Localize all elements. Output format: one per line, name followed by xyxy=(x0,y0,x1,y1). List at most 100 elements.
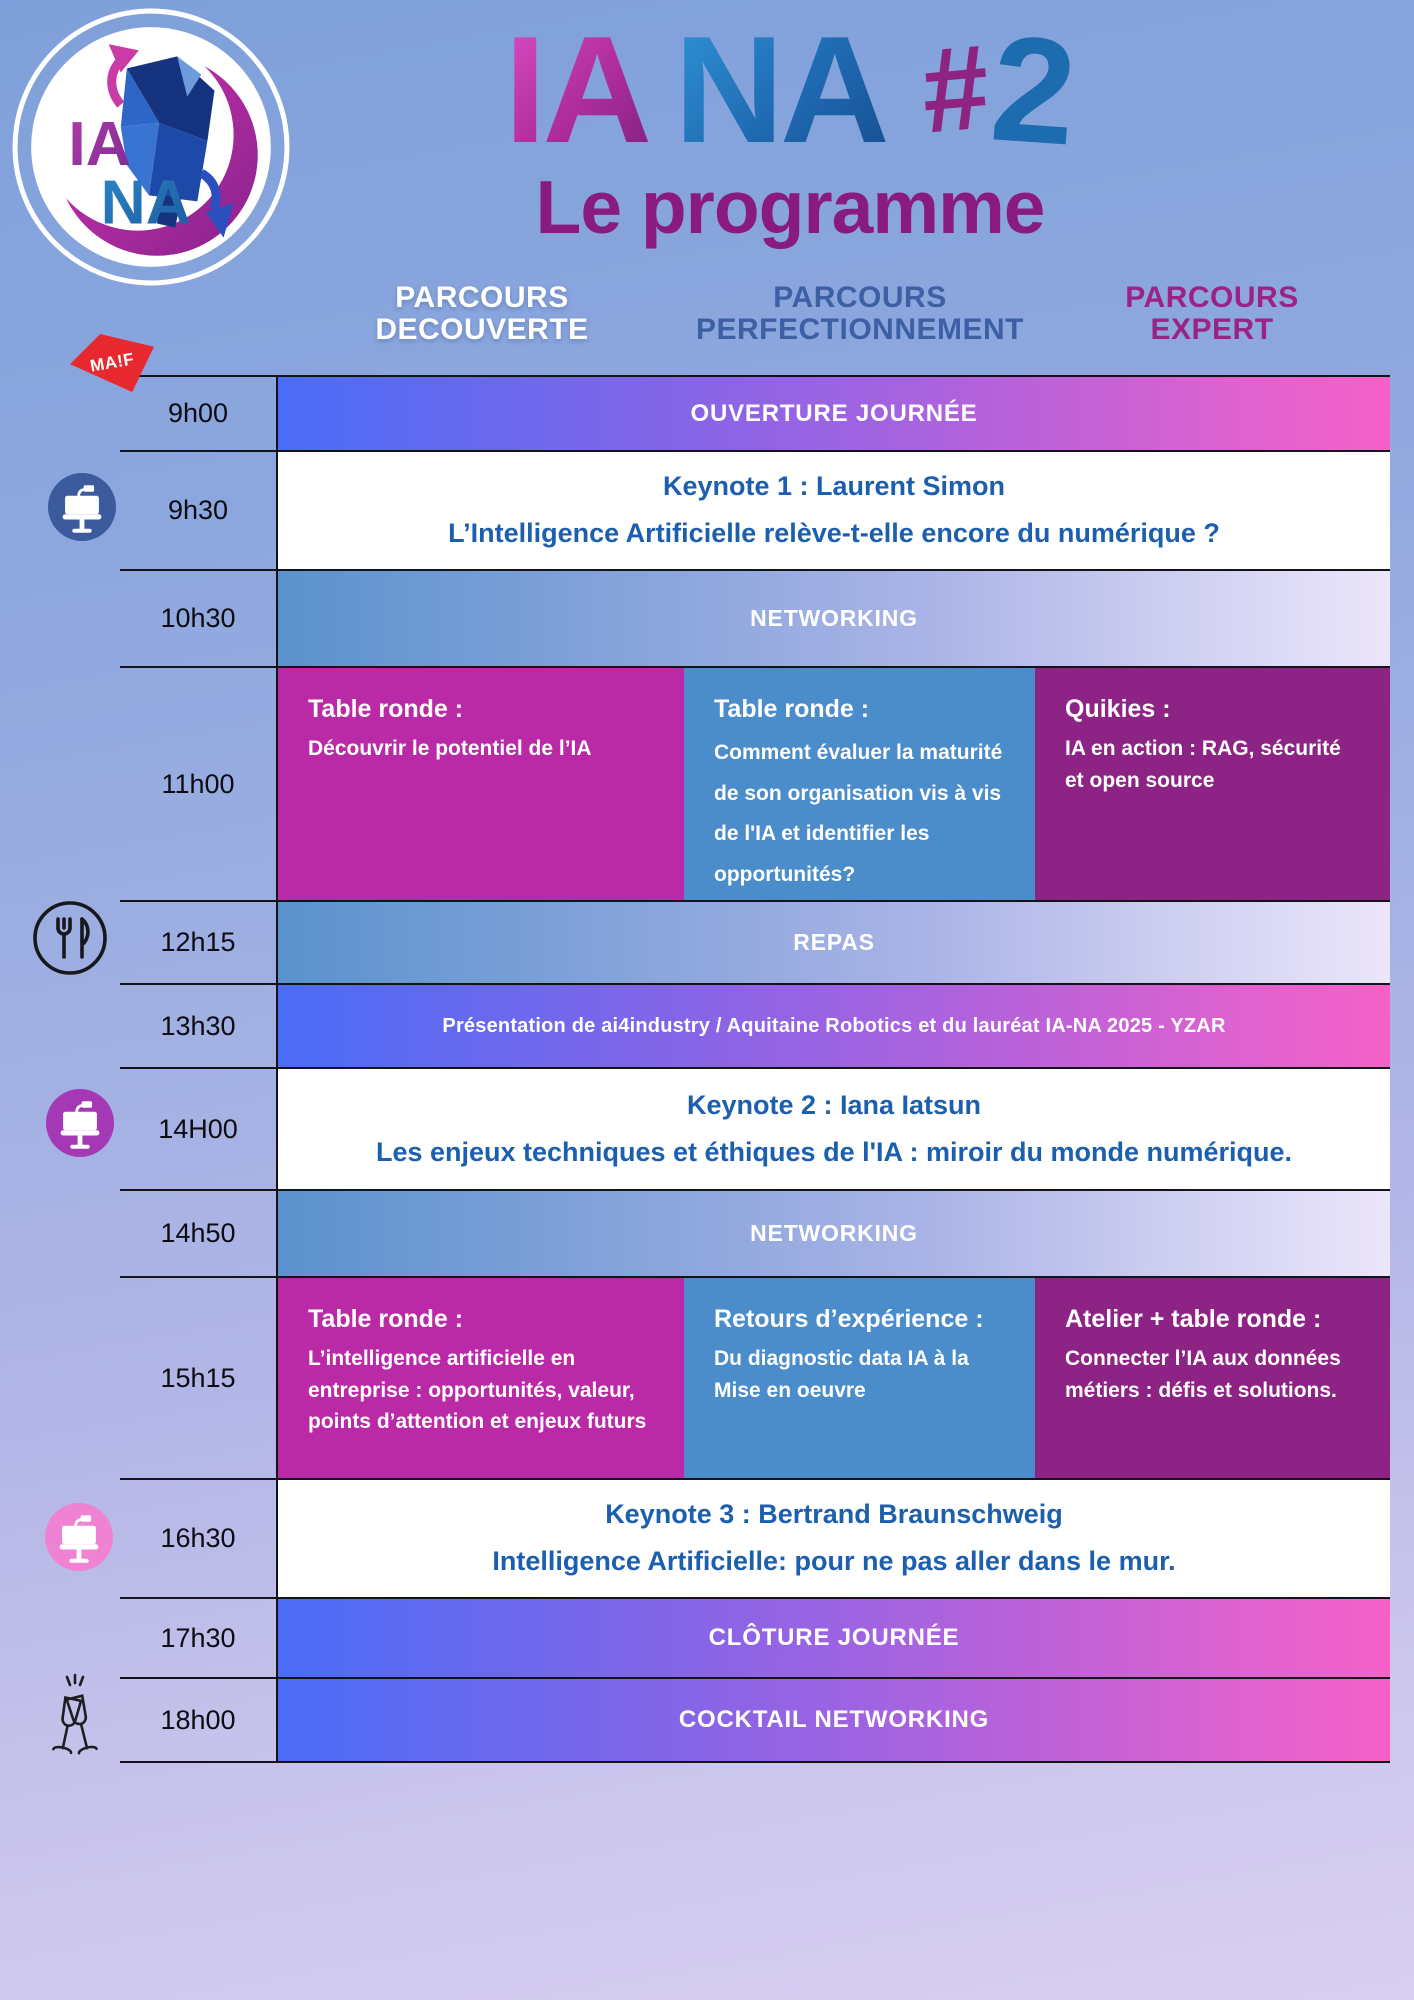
cell-body: Découvrir le potentiel de l’IA xyxy=(308,737,592,760)
presentation-icon xyxy=(62,485,102,533)
time-label: 14H00 xyxy=(120,1069,278,1189)
track-header-perfectionnement: PARCOURS PERFECTIONNEMENT xyxy=(650,281,1070,347)
schedule-row-11h00: 11h00 Table ronde : Découvrir le potenti… xyxy=(120,666,1390,900)
track-header-line1: PARCOURS xyxy=(773,281,947,314)
keynote1-icon xyxy=(48,473,116,541)
keynote-subtitle: L’Intelligence Artificielle relève-t-ell… xyxy=(448,518,1220,548)
track-cell-perfectionnement: Table ronde : Comment évaluer la maturit… xyxy=(684,668,1035,900)
event-keynote: Keynote 1 : Laurent Simon L’Intelligence… xyxy=(278,452,1390,569)
cell-body: IA en action : RAG, sécurité et open sou… xyxy=(1065,737,1341,792)
logo-ia-text: IA xyxy=(68,109,130,179)
cell-body: L’intelligence artificielle en entrepris… xyxy=(308,1347,647,1433)
maif-label: MA!F xyxy=(88,349,136,376)
event-banner: Présentation de ai4industry / Aquitaine … xyxy=(278,985,1390,1067)
cell-heading: Table ronde : xyxy=(308,1305,464,1333)
track-cell-decouverte: Table ronde : Découvrir le potentiel de … xyxy=(278,668,684,900)
schedule-row-18h00: 18h00 COCKTAIL NETWORKING xyxy=(120,1677,1390,1763)
schedule-row-9h30: 9h30 Keynote 1 : Laurent Simon L’Intelli… xyxy=(120,450,1390,569)
keynote2-icon xyxy=(46,1089,114,1157)
event-banner: NETWORKING xyxy=(278,571,1390,666)
iana-logo: IA NA xyxy=(8,4,294,290)
time-label: 9h30 xyxy=(120,452,278,569)
track-header-line2: PERFECTIONNEMENT xyxy=(695,313,1024,347)
subtitle: Le programme xyxy=(535,165,1046,249)
track-cell-perfectionnement: Retours d’expérience : Du diagnostic dat… xyxy=(684,1278,1035,1478)
event-keynote: Keynote 3 : Bertrand Braunschweig Intell… xyxy=(278,1480,1390,1597)
cell-heading: Retours d’expérience : xyxy=(714,1305,984,1333)
event-banner: CLÔTURE JOURNÉE xyxy=(278,1599,1390,1677)
track-header-line1: PARCOURS xyxy=(1125,281,1299,314)
keynote3-icon xyxy=(45,1503,113,1571)
keynote-title: Keynote 3 : Bertrand Braunschweig xyxy=(605,1499,1063,1530)
event-title: CLÔTURE JOURNÉE xyxy=(708,1624,960,1651)
event-banner: OUVERTURE JOURNÉE xyxy=(278,377,1390,450)
lion-graphic xyxy=(107,44,234,238)
time-label: 11h00 xyxy=(120,668,278,900)
event-banner: COCKTAIL NETWORKING xyxy=(278,1679,1390,1761)
cell-heading: Table ronde : xyxy=(308,695,464,723)
keynote-title: Keynote 1 : Laurent Simon xyxy=(662,471,1006,502)
cell-body: Connecter l’IA aux données métiers : déf… xyxy=(1065,1347,1341,1402)
track-header-expert: PARCOURS EXPERT xyxy=(1062,281,1362,347)
title-line: IA NA #2 xyxy=(250,3,1330,177)
time-label: 13h30 xyxy=(120,985,278,1067)
logo-na-text: NA xyxy=(101,168,191,238)
track-header-line2: DECOUVERTE xyxy=(375,313,589,347)
time-label: 10h30 xyxy=(120,571,278,666)
event-title: NETWORKING xyxy=(750,605,918,631)
keynote-title: Keynote 2 : Iana Iatsun xyxy=(686,1089,982,1120)
keynote-subtitle: Les enjeux techniques et éthiques de l'I… xyxy=(375,1136,1293,1167)
event-tracks: Table ronde : L’intelligence artificiell… xyxy=(278,1278,1390,1478)
title-number: 2 xyxy=(986,3,1082,177)
schedule-row-9h00: 9h00 OUVERTURE JOURNÉE xyxy=(120,375,1390,450)
presentation-icon xyxy=(59,1515,99,1563)
event-title: COCKTAIL NETWORKING xyxy=(678,1706,990,1733)
schedule-row-13h30: 13h30 Présentation de ai4industry / Aqui… xyxy=(120,983,1390,1067)
fork-knife-icon xyxy=(33,901,107,975)
event-title: REPAS xyxy=(793,929,875,955)
schedule-row-12h15: 12h15 REPAS xyxy=(120,900,1390,983)
title-hash: # xyxy=(915,19,995,159)
schedule-row-10h30: 10h30 NETWORKING xyxy=(120,569,1390,666)
schedule-row-15h15: 15h15 Table ronde : L’intelligence artif… xyxy=(120,1276,1390,1478)
champagne-glasses-icon xyxy=(52,1673,98,1755)
time-label: 16h30 xyxy=(120,1480,278,1597)
iana-logo-graphic: IA NA xyxy=(8,4,294,290)
cell-body: Du diagnostic data IA à la Mise en oeuvr… xyxy=(714,1347,969,1402)
title-na: NA xyxy=(674,5,890,175)
keynote-subtitle: Intelligence Artificielle: pour ne pas a… xyxy=(492,1546,1176,1576)
cell-heading: Atelier + table ronde : xyxy=(1065,1305,1322,1333)
cell-body: Comment évaluer la maturité de son organ… xyxy=(714,741,1003,886)
cell-heading: Quikies : xyxy=(1065,695,1171,723)
track-cell-expert: Quikies : IA en action : RAG, sécurité e… xyxy=(1035,668,1390,900)
title-ia: IA xyxy=(504,5,652,175)
schedule-row-14H00: 14H00 Keynote 2 : Iana Iatsun Les enjeux… xyxy=(120,1067,1390,1189)
track-cell-expert: Atelier + table ronde : Connecter l’IA a… xyxy=(1035,1278,1390,1478)
cocktail-icon xyxy=(32,1672,116,1766)
event-title: OUVERTURE JOURNÉE xyxy=(690,399,978,427)
event-title: Présentation de ai4industry / Aquitaine … xyxy=(442,1014,1226,1037)
track-header-line2: EXPERT xyxy=(1150,313,1274,347)
time-label: 17h30 xyxy=(120,1599,278,1677)
schedule-row-16h30: 16h30 Keynote 3 : Bertrand Braunschweig … xyxy=(120,1478,1390,1597)
time-label: 15h15 xyxy=(120,1278,278,1478)
track-header-line1: PARCOURS xyxy=(395,281,569,314)
time-label: 18h00 xyxy=(120,1679,278,1761)
time-label: 14h50 xyxy=(120,1191,278,1276)
event-title: NETWORKING xyxy=(750,1220,918,1246)
schedule-row-17h30: 17h30 CLÔTURE JOURNÉE xyxy=(120,1597,1390,1677)
schedule-row-14h50: 14h50 NETWORKING xyxy=(120,1189,1390,1276)
time-label: 9h00 xyxy=(120,377,278,450)
meal-icon xyxy=(28,896,112,980)
event-tracks: Table ronde : Découvrir le potentiel de … xyxy=(278,668,1390,900)
event-keynote: Keynote 2 : Iana Iatsun Les enjeux techn… xyxy=(278,1069,1390,1189)
track-cell-decouverte: Table ronde : L’intelligence artificiell… xyxy=(278,1278,684,1478)
page-title: IA NA #2 Le programme xyxy=(250,3,1330,249)
time-label: 12h15 xyxy=(120,902,278,983)
cell-heading: Table ronde : xyxy=(714,695,870,723)
event-banner: NETWORKING xyxy=(278,1191,1390,1276)
event-banner: REPAS xyxy=(278,902,1390,983)
presentation-icon xyxy=(60,1101,100,1149)
track-header-decouverte: PARCOURS DECOUVERTE xyxy=(292,281,672,347)
